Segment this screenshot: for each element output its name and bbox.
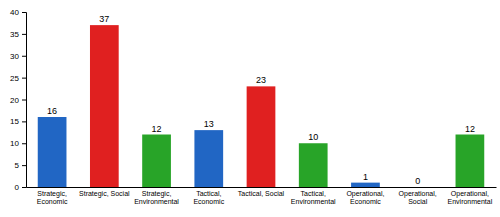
x-tick-label-line: Social: [408, 198, 428, 205]
bar: [299, 143, 328, 187]
x-tick-label-line: Strategic, Social: [79, 190, 130, 198]
data-label: 37: [99, 14, 109, 24]
x-tick: Operational,Social: [399, 190, 437, 205]
y-tick-label: 5: [15, 161, 20, 170]
bar: [351, 183, 380, 187]
x-tick-label-line: Operational,: [346, 190, 384, 198]
bar: [456, 135, 485, 188]
x-tick-label: Operational,Environmental: [448, 190, 493, 205]
data-label: 12: [152, 124, 162, 134]
bar: [38, 117, 67, 187]
y-tick: 5: [15, 161, 26, 170]
x-tick: Tactical, Social: [238, 190, 285, 197]
data-label: 0: [415, 176, 420, 186]
x-tick-label-line: Economic: [350, 198, 381, 205]
y-tick-mark: [22, 78, 26, 79]
data-label: 13: [204, 119, 214, 129]
x-tick-label-line: Tactical, Social: [238, 190, 285, 197]
y-tick-label: 15: [10, 117, 19, 126]
y-axis: 0 5 10 15 20 25 30 35 40: [10, 8, 26, 192]
y-tick: 30: [10, 52, 26, 61]
x-axis: Strategic,EconomicStrategic, SocialStrat…: [27, 188, 497, 206]
x-tick-label-line: Tactical,: [196, 190, 221, 197]
x-tick-label-line: Strategic,: [37, 190, 67, 198]
x-tick-label-line: Environmental: [134, 198, 179, 205]
x-tick-label-line: Environmental: [448, 198, 493, 205]
y-tick: 35: [10, 30, 26, 39]
data-label: 23: [256, 75, 266, 85]
y-tick-label: 10: [10, 139, 19, 148]
y-tick-mark: [22, 34, 26, 35]
y-tick-label: 35: [10, 30, 19, 39]
y-tick-mark: [22, 100, 26, 101]
y-tick-mark: [22, 12, 26, 13]
data-label: 12: [465, 124, 475, 134]
x-tick-label: Tactical,Environmental: [291, 190, 336, 205]
x-tick: Operational,Economic: [346, 190, 384, 205]
plot: 0510152025303540Strategic,EconomicStrate…: [10, 8, 496, 205]
y-tick-mark: [22, 187, 26, 188]
y-tick-mark: [22, 121, 26, 122]
data-label: 16: [47, 106, 57, 116]
x-axis-line: [27, 187, 497, 188]
x-tick-label: Strategic,Economic: [37, 190, 68, 205]
x-tick: Strategic, Social: [79, 190, 130, 198]
bar: [142, 135, 171, 188]
bars: [38, 25, 485, 187]
bar: [247, 86, 276, 187]
y-tick: 10: [10, 139, 26, 148]
x-tick-label-line: Operational,: [451, 190, 489, 198]
data-label: 10: [308, 132, 318, 142]
y-tick-label: 25: [10, 74, 19, 83]
y-tick: 0: [15, 183, 26, 192]
y-tick-mark: [22, 56, 26, 57]
x-tick-label: Tactical,Economic: [193, 190, 224, 205]
x-tick-label: Operational,Social: [399, 190, 437, 205]
y-tick: 40: [10, 8, 26, 17]
x-tick-label-line: Tactical,: [301, 190, 326, 197]
data-labels: 1637121323101012: [47, 14, 475, 186]
x-tick-label: Tactical, Social: [238, 190, 285, 197]
y-tick: 25: [10, 74, 26, 83]
y-axis-line: [22, 13, 27, 188]
x-tick-label-line: Economic: [193, 198, 224, 205]
bar: [90, 25, 119, 187]
y-tick-mark: [22, 165, 26, 166]
x-tick-label: Strategic, Social: [79, 190, 130, 198]
y-tick: 15: [10, 117, 26, 126]
x-tick: Tactical,Economic: [193, 190, 224, 205]
x-tick: Operational,Environmental: [448, 190, 493, 205]
x-tick-label: Strategic,Environmental: [134, 190, 179, 205]
y-tick-label: 0: [15, 183, 20, 192]
x-tick-label-line: Operational,: [399, 190, 437, 198]
y-tick-mark: [22, 143, 26, 144]
x-tick: Tactical,Environmental: [291, 190, 336, 205]
x-tick: Strategic,Environmental: [134, 190, 179, 205]
x-tick-label-line: Economic: [37, 198, 68, 205]
bar: [194, 130, 223, 187]
y-tick-label: 20: [10, 96, 19, 105]
x-tick-label: Operational,Economic: [346, 190, 384, 205]
x-tick-label-line: Strategic,: [142, 190, 172, 198]
x-tick: Strategic,Economic: [37, 190, 68, 205]
chart: 0510152025303540Strategic,EconomicStrate…: [0, 0, 500, 217]
data-label: 1: [363, 172, 368, 182]
y-tick-label: 40: [10, 8, 19, 17]
y-tick-label: 30: [10, 52, 19, 61]
y-tick: 20: [10, 96, 26, 105]
x-tick-label-line: Environmental: [291, 198, 336, 205]
bar: [403, 187, 432, 188]
